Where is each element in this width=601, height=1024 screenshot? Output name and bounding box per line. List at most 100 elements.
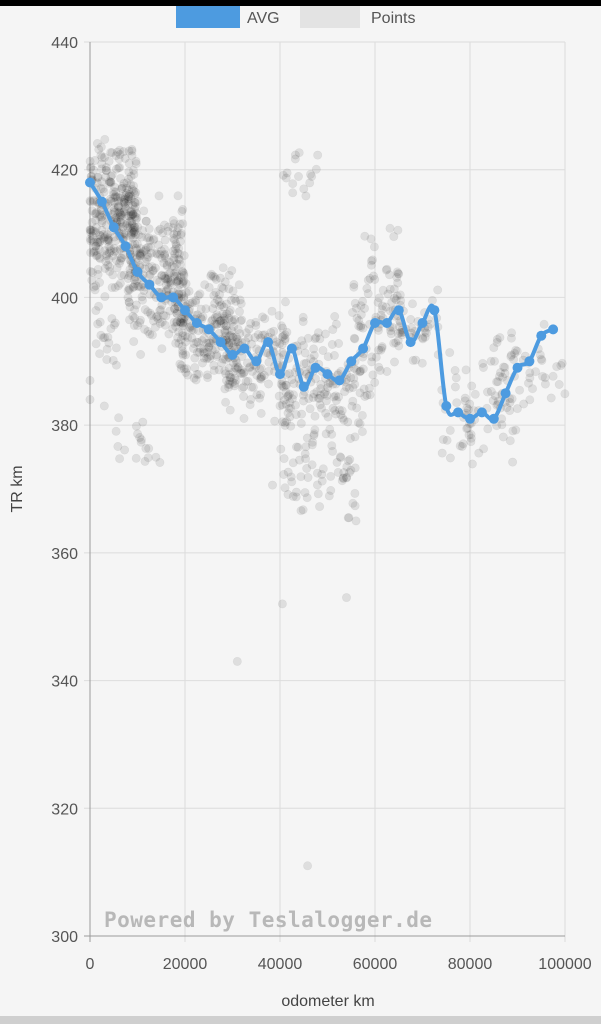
scatter-point bbox=[158, 228, 168, 238]
scatter-point bbox=[248, 382, 258, 392]
avg-point bbox=[168, 292, 179, 303]
scatter-point bbox=[374, 293, 384, 303]
legend-label-points[interactable]: Points bbox=[371, 10, 415, 27]
scatter-point bbox=[245, 363, 255, 373]
scatter-point bbox=[376, 310, 386, 320]
scatter-point bbox=[315, 334, 325, 344]
scatter-point bbox=[376, 345, 386, 355]
avg-point bbox=[298, 381, 309, 392]
legend-swatch-avg[interactable] bbox=[176, 6, 240, 28]
scatter-point bbox=[100, 263, 110, 273]
scatter-point bbox=[200, 280, 210, 290]
scatter-point bbox=[222, 325, 232, 335]
scatter-point bbox=[304, 394, 314, 404]
scatter-point bbox=[298, 340, 308, 350]
scatter-point bbox=[421, 328, 431, 338]
scatter-point bbox=[489, 343, 499, 353]
scatter-point bbox=[177, 341, 187, 351]
avg-point bbox=[393, 305, 404, 316]
scatter-point bbox=[280, 330, 290, 340]
scatter-point bbox=[198, 358, 208, 368]
scatter-point bbox=[164, 257, 174, 267]
scatter-point bbox=[191, 295, 201, 305]
scatter-point bbox=[329, 350, 339, 360]
scatter-point bbox=[163, 222, 173, 232]
scatter-point bbox=[100, 134, 110, 144]
scatter-point bbox=[100, 232, 110, 242]
scatter-point bbox=[274, 311, 284, 321]
scatter-point bbox=[168, 223, 178, 233]
scatter-point bbox=[275, 401, 285, 411]
avg-point bbox=[215, 337, 226, 348]
scatter-point bbox=[133, 321, 143, 331]
scatter-point bbox=[116, 173, 126, 183]
scatter-point bbox=[130, 239, 140, 249]
scatter-point bbox=[300, 488, 310, 498]
scatter-point bbox=[460, 393, 470, 403]
scatter-point bbox=[123, 293, 133, 303]
scatter-point bbox=[142, 254, 152, 264]
scatter-point bbox=[100, 333, 110, 343]
scatter-point bbox=[478, 362, 488, 372]
scatter-point bbox=[86, 197, 96, 207]
legend-swatch-points[interactable] bbox=[300, 6, 360, 28]
scatter-point bbox=[537, 355, 547, 365]
scatter-point bbox=[178, 219, 188, 229]
scatter-point bbox=[160, 220, 170, 230]
scatter-point bbox=[105, 177, 115, 187]
scatter-point bbox=[216, 316, 226, 326]
avg-point bbox=[334, 375, 345, 386]
scatter-point bbox=[498, 372, 508, 382]
scatter-point bbox=[356, 322, 366, 332]
scatter-point bbox=[176, 230, 186, 240]
scatter-point bbox=[337, 406, 347, 416]
y-tick-label: 340 bbox=[51, 674, 78, 691]
scatter-point bbox=[308, 392, 318, 402]
scatter-point bbox=[113, 192, 123, 202]
scatter-point bbox=[245, 362, 255, 372]
scatter-point bbox=[177, 289, 187, 299]
scatter-point bbox=[302, 493, 312, 503]
scatter-point bbox=[315, 502, 325, 512]
scatter-point bbox=[144, 262, 154, 272]
scatter-point bbox=[466, 433, 476, 443]
scatter-point bbox=[256, 408, 266, 418]
scatter-point bbox=[282, 327, 292, 337]
scatter-point bbox=[93, 172, 103, 182]
scatter-point bbox=[283, 392, 293, 402]
scatter-point bbox=[130, 212, 140, 222]
scatter-point bbox=[123, 223, 133, 233]
scatter-point bbox=[95, 277, 105, 287]
scatter-point bbox=[483, 424, 493, 434]
scatter-point bbox=[122, 221, 132, 231]
scatter-point bbox=[215, 316, 225, 326]
scatter-point bbox=[260, 314, 270, 324]
scatter-point bbox=[112, 164, 122, 174]
scatter-point bbox=[132, 281, 142, 291]
scatter-point bbox=[280, 334, 290, 344]
scatter-point bbox=[121, 191, 131, 201]
x-tick-label: 20000 bbox=[163, 956, 208, 973]
scatter-point bbox=[209, 365, 219, 375]
scatter-point bbox=[368, 255, 378, 265]
scatter-point bbox=[230, 293, 240, 303]
scatter-point bbox=[165, 306, 175, 316]
scatter-point bbox=[149, 316, 159, 326]
scatter-point bbox=[341, 382, 351, 392]
scatter-point bbox=[125, 302, 135, 312]
avg-point bbox=[144, 279, 155, 290]
legend-label-avg[interactable]: AVG bbox=[247, 10, 280, 27]
scatter-point bbox=[221, 321, 231, 331]
scatter-point bbox=[127, 218, 137, 228]
scatter-point bbox=[125, 285, 135, 295]
scatter-point bbox=[111, 426, 121, 436]
scatter-point bbox=[210, 298, 220, 308]
scatter-point bbox=[203, 352, 213, 362]
scatter-point bbox=[93, 172, 103, 182]
scatter-point bbox=[352, 403, 362, 413]
scatter-point bbox=[204, 282, 214, 292]
scatter-point bbox=[490, 391, 500, 401]
scatter-point bbox=[204, 342, 214, 352]
scatter-point bbox=[460, 396, 470, 406]
scatter-point bbox=[225, 379, 235, 389]
